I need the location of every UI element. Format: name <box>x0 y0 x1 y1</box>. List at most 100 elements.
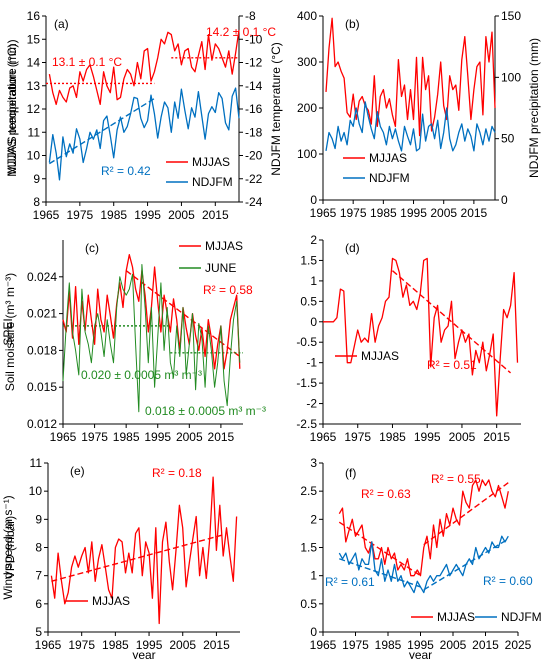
y-axis-title: MJJAS precipitation (mm) <box>5 39 19 176</box>
x-tick-label: 1965 <box>50 430 77 444</box>
x-tick-label: 1975 <box>340 206 367 220</box>
y-tick-label: 0.024 <box>27 270 57 284</box>
y-tick-label: 100 <box>297 147 317 161</box>
legend-label: NDJFM <box>369 171 410 185</box>
y-tick-label: 8 <box>33 195 40 209</box>
y-axis-title: Wind speed (m s⁻¹) <box>1 495 15 599</box>
series-line-june <box>62 264 241 413</box>
x-tick-label: 1985 <box>370 206 397 220</box>
x-tick-label: 2005 <box>449 430 476 444</box>
y-tick-label: 0.5 <box>300 597 317 611</box>
y-tick-label: 12 <box>27 102 41 116</box>
y-axis-title: MJJAS temperature (°C) <box>5 44 19 175</box>
x-tick-label: 2015 <box>472 638 499 652</box>
x-tick-label: 2015 <box>203 638 230 652</box>
legend-label: MJJAS <box>437 610 475 624</box>
y-tick-label: 10 <box>29 484 43 498</box>
legend-label: MJJAS <box>361 349 399 363</box>
y-right-tick-label: -12 <box>245 56 263 70</box>
series-line-ndjfm <box>48 87 240 181</box>
y-tick-label: 13 <box>27 79 41 93</box>
panel-label: (a) <box>54 17 69 31</box>
x-tick-label: 1975 <box>68 638 95 652</box>
y-tick-label: 0.021 <box>27 307 57 321</box>
x-tick-label: 2005 <box>168 208 195 222</box>
legend-label: MJJAS <box>92 594 130 608</box>
y-tick-label: 14 <box>27 56 41 70</box>
annotation: R² = 0.18 <box>152 466 202 480</box>
y-tick-label: 1 <box>310 569 317 583</box>
trend-line <box>125 270 241 358</box>
y-tick-label: 1 <box>310 274 317 288</box>
series-line-ndjfm <box>338 535 509 594</box>
y-axis-title-right: NDJFM precipitation (mm) <box>527 38 541 178</box>
panel-label: (b) <box>345 17 360 31</box>
x-tick-label: 2005 <box>176 430 203 444</box>
y-tick-label: 0.5 <box>300 294 317 308</box>
y-right-tick-label: 50 <box>501 132 515 146</box>
chart-panel-a: 8 9 10 11 12 13 14 15 16 -24 -22 -20 -18 -16 -14 -12 -10… <box>5 9 283 222</box>
chart-panel-d: -2.5 -2 -1.5 -1 -0.5 0 0.5 1 1.5 2 1965 1975 1985 199… <box>1 233 521 444</box>
chart-panel-c: 0.012 0.015 0.018 0.021 0.024 1965 1975 1985 199… <box>3 239 266 444</box>
y-tick-label: -1.5 <box>296 376 317 390</box>
annotation: 13.1 ± 0.1 °C <box>52 55 122 69</box>
y-tick-label: -0.5 <box>296 335 317 349</box>
x-tick-label: 1985 <box>375 638 402 652</box>
legend-label: MJJAS <box>192 155 230 169</box>
annotation: R² = 0.42 <box>101 164 151 178</box>
y-tick-label: 11 <box>30 456 43 470</box>
trend-line <box>338 521 421 577</box>
annotation: R² = 0.58 <box>203 283 253 297</box>
x-tick-label: 1975 <box>81 430 108 444</box>
annotation: 0.018 ± 0.0005 m³ m⁻³ <box>145 404 266 418</box>
y-axis-title: SPEI <box>1 318 15 345</box>
chart-panel-e: 5 6 7 8 9 10 11 1965 1975 1985 1995 2005 2015 VPD (mb… <box>3 456 240 659</box>
panel-label: (f) <box>345 466 356 480</box>
series-line-mjjas <box>323 257 519 417</box>
y-right-tick-label: -24 <box>245 195 263 209</box>
x-tick-label: 1995 <box>136 638 163 652</box>
y-tick-label: 1.5 <box>300 541 317 555</box>
y-right-tick-label: -22 <box>245 172 263 186</box>
x-tick-label: 1975 <box>342 638 369 652</box>
y-right-tick-label: -8 <box>245 9 256 23</box>
panel-label: (c) <box>85 241 99 255</box>
chart-panel-f: 0 0.5 1 1.5 2 2.5 3 1965 1975 1985 1995 2005 2015 202… <box>1 456 542 659</box>
y-tick-label: 2.5 <box>300 484 317 498</box>
annotation: 14.2 ± 0.1 °C <box>206 25 276 39</box>
annotation: R² = 0.60 <box>483 574 533 588</box>
x-tick-label: 1975 <box>344 430 371 444</box>
x-tick-label: 1965 <box>33 208 60 222</box>
y-tick-label: 8 <box>35 541 42 555</box>
x-tick-label: 1965 <box>310 430 337 444</box>
y-tick-label: 2 <box>310 512 317 526</box>
y-tick-label: 1.5 <box>300 253 317 267</box>
y-axis-title: VPD (mbar) <box>3 516 17 579</box>
series-line-mjjas <box>48 29 240 106</box>
y-tick-label: 0.018 <box>27 343 57 357</box>
annotation: R² = 0.51 <box>427 358 477 372</box>
annotation: R² = 0.55 <box>431 472 481 486</box>
annotation: 0.020 ± 0.0005 m³ m⁻³ <box>81 368 202 382</box>
y-right-tick-label: -20 <box>245 149 263 163</box>
x-tick-label: 1985 <box>102 638 129 652</box>
y-tick-label: 2 <box>310 233 317 247</box>
x-tick-label: 1985 <box>113 430 140 444</box>
legend-label: MJJAS <box>369 151 407 165</box>
x-tick-label: 1965 <box>35 638 62 652</box>
legend-label: NDJFM <box>501 610 542 624</box>
y-axis-title-right: NDJFM temperature (°C) <box>269 42 283 175</box>
series-line-mjjas <box>50 476 238 625</box>
y-tick-label: 16 <box>27 9 41 23</box>
y-right-tick-label: 0 <box>501 193 508 207</box>
y-tick-label: -2.5 <box>296 417 317 431</box>
legend-label: JUNE <box>205 261 236 275</box>
y-tick-label: 6 <box>35 597 42 611</box>
y-tick-label: 400 <box>297 9 317 23</box>
y-tick-label: 15 <box>27 32 41 46</box>
x-tick-label: 2015 <box>202 208 229 222</box>
y-tick-label: -2 <box>306 397 317 411</box>
trend-line <box>339 558 421 588</box>
y-axis-title: Soil moisture (m³ m⁻³) <box>3 273 17 391</box>
